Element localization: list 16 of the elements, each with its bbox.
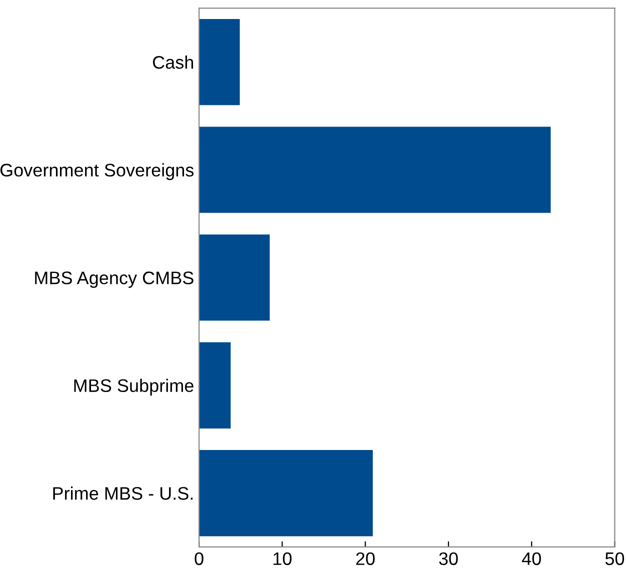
bar bbox=[199, 450, 373, 536]
y-tick-label: Cash bbox=[152, 56, 194, 69]
x-tick-label: 50 bbox=[605, 552, 624, 566]
y-tick-label: MBS Agency CMBS bbox=[35, 272, 194, 288]
x-tick-label: 30 bbox=[439, 552, 458, 566]
bar bbox=[199, 342, 231, 428]
bar bbox=[199, 126, 551, 213]
x-tick-label: 20 bbox=[356, 552, 375, 566]
x-tick-label: 10 bbox=[274, 552, 292, 566]
y-tick-label: MBS Subprime bbox=[74, 378, 194, 396]
bar bbox=[199, 234, 270, 321]
y-tick-label: Government Sovereigns bbox=[0, 163, 194, 180]
bar bbox=[199, 18, 240, 106]
y-tick-label: Prime MBS - U.S. bbox=[53, 486, 193, 500]
x-tick-label: 0 bbox=[194, 552, 204, 566]
x-tick-label: 40 bbox=[522, 552, 541, 566]
